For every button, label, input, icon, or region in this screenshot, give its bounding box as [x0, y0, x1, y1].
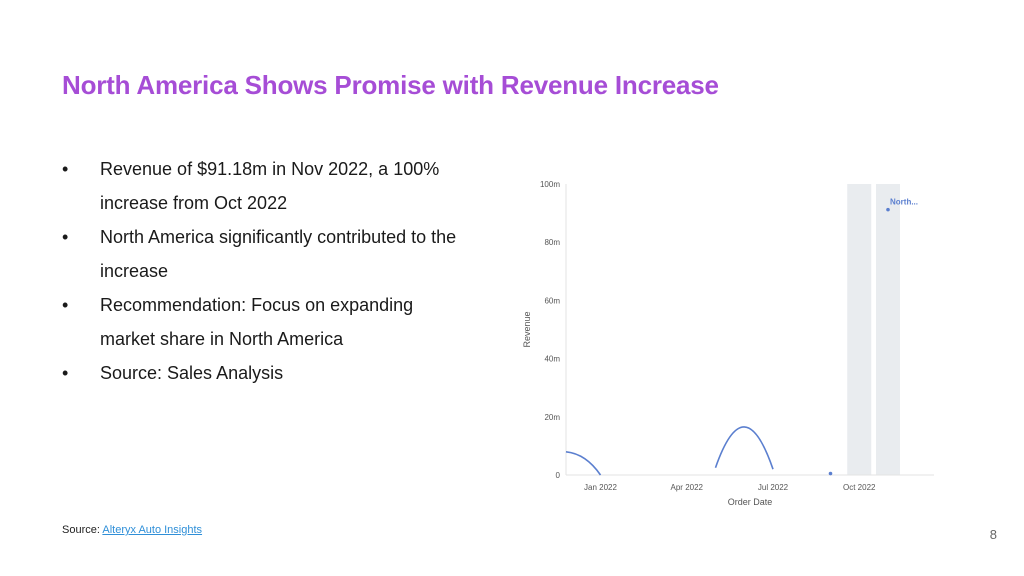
bullet-text-cont: increase from Oct 2022: [100, 193, 288, 213]
bullet-text: Revenue of $91.18m in Nov 2022, a 100%: [100, 159, 440, 179]
slide-title: North America Shows Promise with Revenue…: [62, 70, 719, 100]
y-tick-label: 0: [556, 471, 561, 480]
x-tick-label: Jul 2022: [758, 483, 789, 492]
source-note: Source: Alteryx Auto Insights: [62, 524, 202, 536]
bullet-item: • Revenue of $91.18m in Nov 2022, a 100%…: [62, 152, 502, 220]
series-label: North...: [890, 198, 918, 207]
revenue-chart: 0 20m 40m 60m 80m 100m Revenue Jan 2022 Apr 2022…: [518, 170, 978, 515]
bullet-text-cont: increase: [100, 261, 169, 281]
source-link[interactable]: Alteryx Auto Insights: [102, 524, 203, 536]
bullet-list: • Revenue of $91.18m in Nov 2022, a 100%…: [62, 152, 502, 390]
bullet-item: • Recommendation: Focus on expanding mar…: [62, 288, 502, 356]
bullet-text: Source: Sales Analysis: [100, 363, 284, 383]
y-tick-label: 40m: [544, 355, 560, 364]
bullet-text: Recommendation: Focus on expanding: [100, 295, 414, 315]
bullet-text-cont: market share in North America: [100, 329, 344, 349]
x-tick-label: Apr 2022: [671, 483, 704, 492]
bullet-dot: •: [62, 159, 69, 179]
x-axis-label: Order Date: [728, 497, 773, 507]
y-tick-label: 20m: [544, 413, 560, 422]
bullet-item: • North America significantly contribute…: [62, 220, 502, 288]
page-number: 8: [989, 527, 997, 542]
bullet-dot: •: [62, 363, 69, 383]
series-line: [714, 426, 774, 470]
y-axis-label: Revenue: [522, 311, 532, 347]
highlight-band: [847, 184, 872, 475]
revenue-chart-svg: 0 20m 40m 60m 80m 100m Revenue Jan 2022 Apr 2022…: [522, 180, 934, 507]
bullet-item: • Source: Sales Analysis: [62, 356, 502, 390]
bullet-dot: •: [62, 227, 69, 247]
x-tick-label: Jan 2022: [584, 483, 617, 492]
y-tick-label: 60m: [544, 296, 560, 305]
bullet-dot: •: [62, 295, 69, 315]
data-point: [886, 207, 890, 212]
bullet-text: North America significantly contributed …: [100, 227, 457, 247]
data-point: [828, 471, 833, 476]
x-tick-label: Oct 2022: [843, 483, 876, 492]
y-tick-label: 80m: [544, 238, 560, 247]
highlight-band: [876, 184, 900, 475]
y-tick-label: 100m: [540, 180, 560, 189]
series-line: [565, 450, 602, 476]
source-label: Source:: [62, 524, 100, 536]
